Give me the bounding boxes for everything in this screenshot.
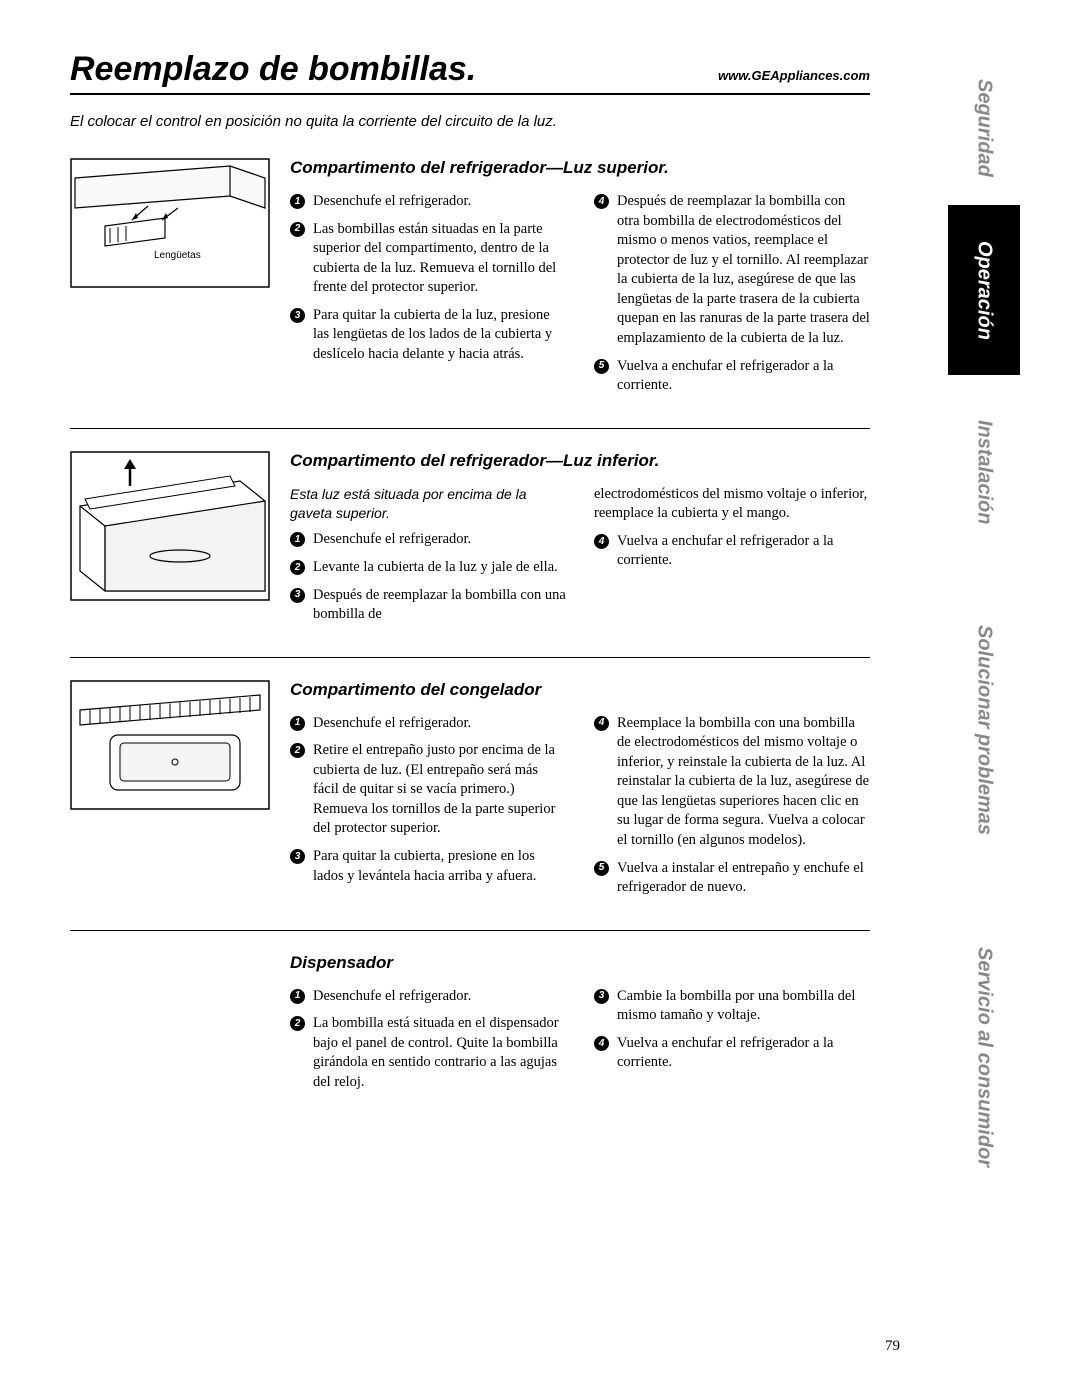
col-right: 4 Después de reemplazar la bombilla con o… <box>594 192 870 404</box>
step-bullet: 2 <box>290 222 305 237</box>
col-left: Esta luz está situada por encima de la g… <box>290 485 566 633</box>
step-text: Después de reemplazar la bombilla con ot… <box>617 192 870 349</box>
illust-label: Lengüetas <box>154 250 201 261</box>
step-bullet: 1 <box>290 716 305 731</box>
step-bullet: 1 <box>290 989 305 1004</box>
continuation-text: electrodomésticos del mismo voltaje o in… <box>594 485 870 524</box>
col-left: 1 Desenchufe el refrigerador. 2 Retire el … <box>290 714 566 906</box>
step-text: Reemplace la bombilla con una bombilla d… <box>617 714 870 851</box>
step-text: Desenchufe el refrigerador. <box>313 530 566 550</box>
step-bullet: 2 <box>290 560 305 575</box>
step-text: Para quitar la cubierta, presione en los… <box>313 847 566 886</box>
section-congelador: Compartimento del congelador 1 Desenchufe… <box>70 680 870 931</box>
header-url: www.GEAppliances.com <box>718 68 870 83</box>
step-bullet: 2 <box>290 1016 305 1031</box>
step-bullet: 2 <box>290 743 305 758</box>
step-bullet: 5 <box>594 359 609 374</box>
step-text: Vuelva a enchufar el refrigerador a la c… <box>617 1034 870 1073</box>
step-text: Cambie la bombilla por una bombilla del … <box>617 987 870 1026</box>
illustration-freezer <box>70 680 270 906</box>
tab-instalacion[interactable]: Instalación <box>948 375 1020 570</box>
col-right: 4 Reemplace la bombilla con una bombilla … <box>594 714 870 906</box>
step-text: Desenchufe el refrigerador. <box>313 192 566 212</box>
step-bullet: 5 <box>594 861 609 876</box>
section-dispensador: Dispensador 1 Desenchufe el refrigerador.… <box>70 953 870 1125</box>
col-right: electrodomésticos del mismo voltaje o in… <box>594 485 870 633</box>
step-bullet: 4 <box>594 194 609 209</box>
col-right: 3 Cambie la bombilla por una bombilla del… <box>594 987 870 1101</box>
page-title: Reemplazo de bombillas. <box>70 50 476 89</box>
section-luz-superior: Lengüetas Compartimento del refrigerador… <box>70 158 870 429</box>
step-bullet: 4 <box>594 716 609 731</box>
section-heading: Compartimento del refrigerador—Luz super… <box>290 158 870 178</box>
step-text: Las bombillas están situadas en la parte… <box>313 220 566 298</box>
section-heading: Dispensador <box>290 953 870 973</box>
step-bullet: 3 <box>290 849 305 864</box>
step-text: Levante la cubierta de la luz y jale de … <box>313 558 566 578</box>
step-text: Desenchufe el refrigerador. <box>313 987 566 1007</box>
title-row: Reemplazo de bombillas. www.GEAppliances… <box>70 50 870 95</box>
col-left: 1 Desenchufe el refrigerador. 2 Las bombil… <box>290 192 566 404</box>
step-text: La bombilla está situada en el dispensad… <box>313 1014 566 1092</box>
step-text: Después de reemplazar la bombilla con un… <box>313 586 566 625</box>
tab-solucionar[interactable]: Solucionar problemas <box>948 570 1020 890</box>
page-number: 79 <box>885 1338 900 1355</box>
step-text: Para quitar la cubierta de la luz, presi… <box>313 306 566 365</box>
step-bullet: 3 <box>290 308 305 323</box>
illustration-dispenser-empty <box>70 953 270 1101</box>
step-bullet: 1 <box>290 194 305 209</box>
step-bullet: 3 <box>594 989 609 1004</box>
step-bullet: 1 <box>290 532 305 547</box>
section-luz-inferior: Compartimento del refrigerador—Luz infer… <box>70 451 870 658</box>
step-text: Desenchufe el refrigerador. <box>313 714 566 734</box>
section-heading: Compartimento del refrigerador—Luz infer… <box>290 451 870 471</box>
tab-seguridad[interactable]: Seguridad <box>948 50 1020 205</box>
section-note: Esta luz está situada por encima de la g… <box>290 485 566 523</box>
side-tabs: Seguridad Operación Instalación Solucion… <box>948 50 1020 1225</box>
step-text: Retire el entrepaño justo por encima de … <box>313 741 566 839</box>
tab-operacion[interactable]: Operación <box>948 205 1020 375</box>
illustration-upper-light: Lengüetas <box>70 158 270 404</box>
step-bullet: 4 <box>594 534 609 549</box>
step-bullet: 4 <box>594 1036 609 1051</box>
step-text: Vuelva a instalar el entrepaño y enchufe… <box>617 859 870 898</box>
step-text: Vuelva a enchufar el refrigerador a la c… <box>617 357 870 396</box>
intro-text: El colocar el control en posición no qui… <box>70 113 870 130</box>
illustration-lower-light <box>70 451 270 633</box>
step-bullet: 3 <box>290 588 305 603</box>
col-left: 1 Desenchufe el refrigerador. 2 La bombill… <box>290 987 566 1101</box>
section-heading: Compartimento del congelador <box>290 680 870 700</box>
tab-servicio[interactable]: Servicio al consumidor <box>948 890 1020 1225</box>
step-text: Vuelva a enchufar el refrigerador a la c… <box>617 532 870 571</box>
